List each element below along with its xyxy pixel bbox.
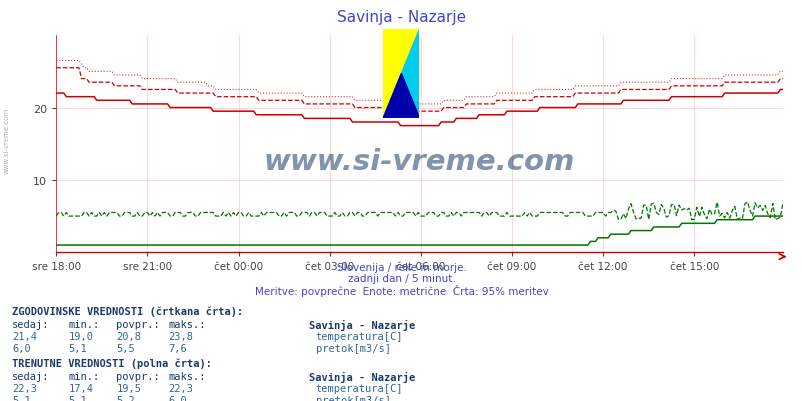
- Text: Slovenija / reke in morje.: Slovenija / reke in morje.: [336, 263, 466, 273]
- Text: Meritve: povprečne  Enote: metrične  Črta: 95% meritev: Meritve: povprečne Enote: metrične Črta:…: [254, 284, 548, 296]
- Text: www.si-vreme.com: www.si-vreme.com: [264, 148, 574, 176]
- Text: sedaj:: sedaj:: [12, 371, 50, 381]
- Text: Savinja - Nazarje: Savinja - Nazarje: [337, 10, 465, 25]
- Text: temperatura[C]: temperatura[C]: [315, 383, 403, 393]
- Text: 19,0: 19,0: [68, 331, 93, 341]
- Polygon shape: [383, 30, 419, 118]
- Text: min.:: min.:: [68, 319, 99, 329]
- Text: 7,6: 7,6: [168, 343, 187, 353]
- Polygon shape: [383, 30, 419, 118]
- Text: ZGODOVINSKE VREDNOSTI (črtkana črta):: ZGODOVINSKE VREDNOSTI (črtkana črta):: [12, 306, 243, 316]
- Text: 17,4: 17,4: [68, 383, 93, 393]
- Text: 20,8: 20,8: [116, 331, 141, 341]
- Text: 19,5: 19,5: [116, 383, 141, 393]
- Text: 5,1: 5,1: [68, 343, 87, 353]
- Text: pretok[m3/s]: pretok[m3/s]: [315, 395, 390, 401]
- Text: www.si-vreme.com: www.si-vreme.com: [3, 107, 10, 173]
- Text: TRENUTNE VREDNOSTI (polna črta):: TRENUTNE VREDNOSTI (polna črta):: [12, 358, 212, 369]
- Text: Savinja - Nazarje: Savinja - Nazarje: [309, 371, 415, 382]
- Text: 5,1: 5,1: [12, 395, 30, 401]
- Text: povpr.:: povpr.:: [116, 319, 160, 329]
- Text: 5,2: 5,2: [116, 395, 135, 401]
- Text: pretok[m3/s]: pretok[m3/s]: [315, 343, 390, 353]
- Polygon shape: [383, 74, 419, 118]
- Text: zadnji dan / 5 minut.: zadnji dan / 5 minut.: [347, 273, 455, 284]
- Text: 6,0: 6,0: [12, 343, 30, 353]
- Text: sedaj:: sedaj:: [12, 319, 50, 329]
- Text: 22,3: 22,3: [12, 383, 37, 393]
- Text: maks.:: maks.:: [168, 319, 206, 329]
- Text: povpr.:: povpr.:: [116, 371, 160, 381]
- Text: min.:: min.:: [68, 371, 99, 381]
- Text: 5,1: 5,1: [68, 395, 87, 401]
- Text: 5,5: 5,5: [116, 343, 135, 353]
- Text: 22,3: 22,3: [168, 383, 193, 393]
- Text: 23,8: 23,8: [168, 331, 193, 341]
- Text: 21,4: 21,4: [12, 331, 37, 341]
- Text: 6,0: 6,0: [168, 395, 187, 401]
- Text: temperatura[C]: temperatura[C]: [315, 331, 403, 341]
- Text: Savinja - Nazarje: Savinja - Nazarje: [309, 319, 415, 330]
- Text: maks.:: maks.:: [168, 371, 206, 381]
